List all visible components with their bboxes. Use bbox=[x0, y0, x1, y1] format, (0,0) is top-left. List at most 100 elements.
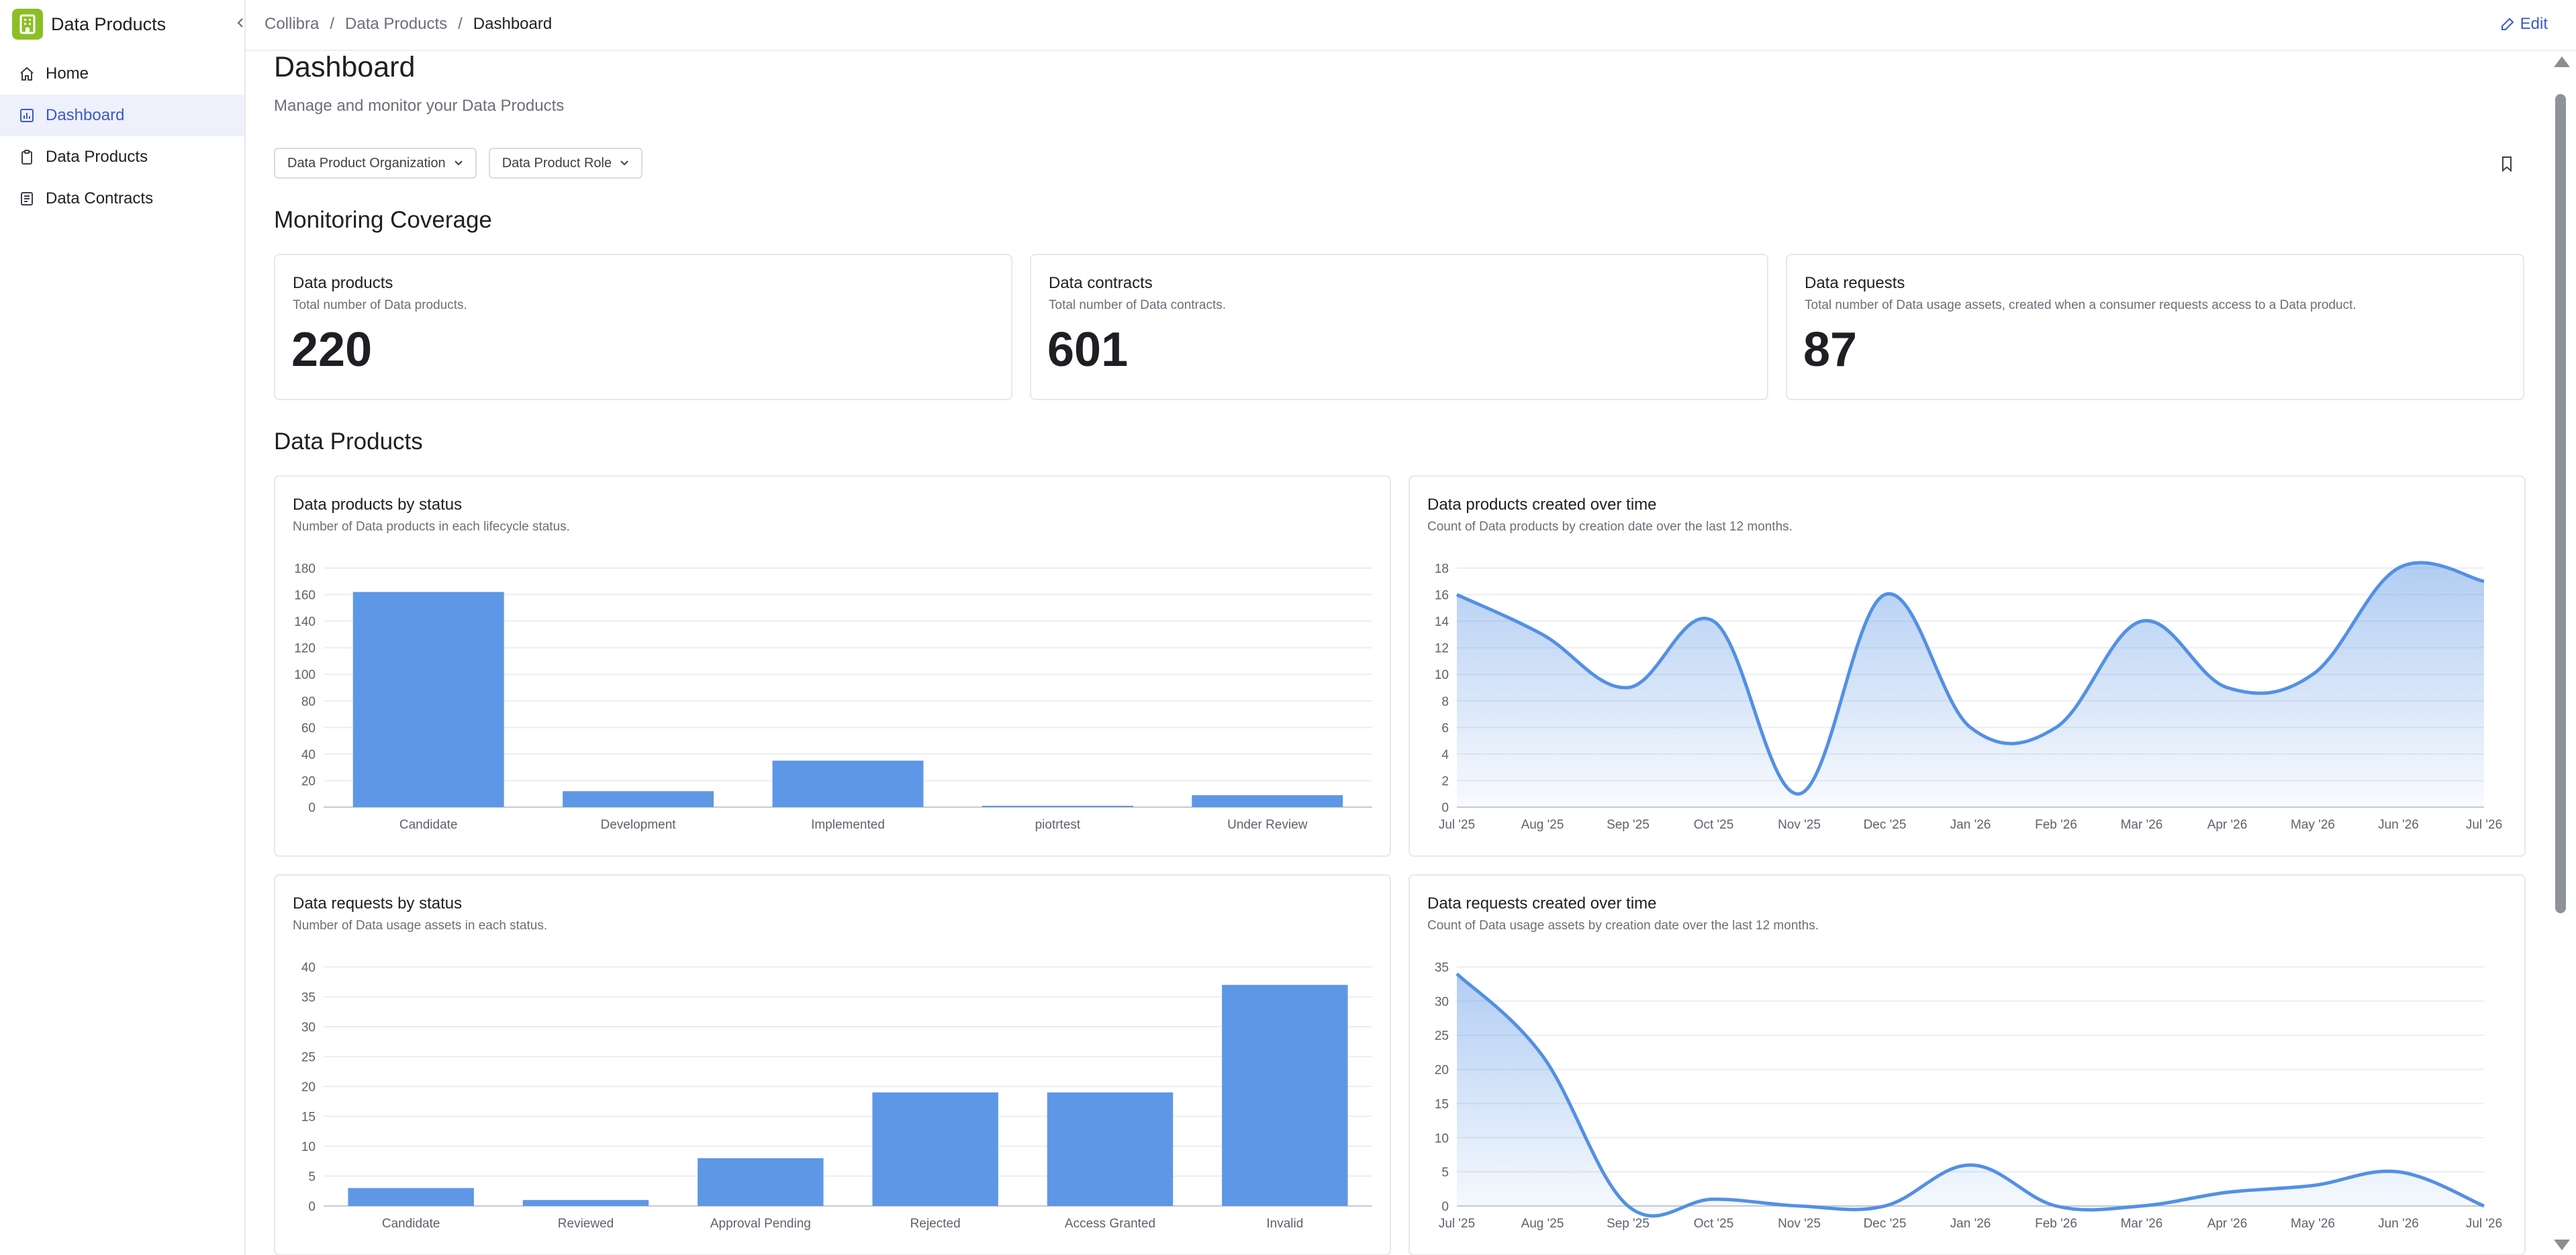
breadcrumb: Collibra / Data Products / Dashboard bbox=[265, 15, 552, 34]
sidebar-item-home[interactable]: Home bbox=[0, 53, 244, 95]
y-tick-label: 15 bbox=[1435, 1097, 1449, 1111]
collapse-sidebar-button[interactable] bbox=[232, 15, 248, 31]
x-tick-label: Approval Pending bbox=[710, 1217, 811, 1231]
x-tick-label: Apr '26 bbox=[2207, 1217, 2248, 1231]
sidebar-item-label: Data Products bbox=[46, 148, 148, 166]
chart-card-requests-by-status: Data requests by status Number of Data u… bbox=[274, 874, 1391, 1255]
x-tick-label: Dec '25 bbox=[1864, 818, 1907, 832]
data-point bbox=[2141, 1205, 2142, 1207]
bookmark-button[interactable] bbox=[2496, 153, 2518, 175]
x-tick-label: Nov '25 bbox=[1778, 1217, 1821, 1231]
kpi-title: Data requests bbox=[1805, 274, 1905, 292]
x-tick-label: piotrtest bbox=[1035, 818, 1081, 832]
kpi-description: Total number of Data contracts. bbox=[1049, 298, 1227, 312]
y-tick-label: 8 bbox=[1441, 695, 1449, 709]
y-tick-label: 4 bbox=[1441, 748, 1449, 762]
y-tick-label: 6 bbox=[1441, 721, 1449, 735]
chart-card-products-over-time: Data products created over time Count of… bbox=[1409, 475, 2526, 857]
edit-button[interactable]: Edit bbox=[2500, 15, 2548, 34]
y-tick-label: 20 bbox=[301, 774, 316, 788]
y-tick-label: 5 bbox=[1441, 1166, 1449, 1180]
y-tick-label: 80 bbox=[301, 695, 316, 709]
topbar: Collibra / Data Products / Dashboard Edi… bbox=[246, 0, 2576, 51]
area-fill bbox=[1457, 563, 2484, 807]
data-point bbox=[1713, 1199, 1715, 1200]
y-tick-label: 160 bbox=[294, 589, 316, 603]
chart-card-products-by-status: Data products by status Number of Data p… bbox=[274, 475, 1391, 857]
home-icon bbox=[17, 64, 36, 83]
sidebar-item-data-products[interactable]: Data Products bbox=[0, 136, 244, 178]
chart-svg: 0 2 4 6 8 10 12 14 16 18 Jul '25 Aug '25 Sep '25 Oct … bbox=[1435, 561, 2502, 832]
sidebar-item-label: Dashboard bbox=[46, 106, 125, 124]
x-tick-label: Invalid bbox=[1266, 1217, 1303, 1231]
bar bbox=[872, 1092, 998, 1206]
data-point bbox=[2141, 620, 2142, 622]
x-tick-label: Implemented bbox=[811, 818, 885, 832]
scroll-thumb[interactable] bbox=[2555, 94, 2566, 913]
pencil-icon bbox=[2501, 17, 2514, 30]
x-tick-label: Aug '25 bbox=[1521, 818, 1564, 832]
y-tick-label: 25 bbox=[1435, 1029, 1449, 1043]
sidebar-item-dashboard[interactable]: Dashboard bbox=[0, 95, 244, 136]
y-tick-label: 180 bbox=[294, 562, 316, 576]
x-tick-label: Candidate bbox=[382, 1217, 440, 1231]
x-tick-label: Feb '26 bbox=[2035, 1217, 2077, 1231]
scroll-down-arrow-icon[interactable] bbox=[2554, 1240, 2570, 1250]
x-tick-label: Jul '25 bbox=[1439, 1217, 1475, 1231]
x-tick-label: Jul '26 bbox=[2466, 818, 2502, 832]
y-tick-label: 100 bbox=[294, 668, 316, 682]
building-icon bbox=[12, 9, 43, 40]
filter-label: Data Product Role bbox=[502, 155, 612, 171]
main-content: Dashboard Manage and monitor your Data P… bbox=[246, 51, 2542, 1255]
x-tick-label: Under Review bbox=[1227, 818, 1308, 832]
kpi-card-data-contracts[interactable]: Data contracts Total number of Data cont… bbox=[1030, 254, 1768, 400]
page-title: Dashboard bbox=[274, 51, 416, 83]
kpi-card-data-products[interactable]: Data products Total number of Data produ… bbox=[274, 254, 1012, 400]
y-tick-label: 0 bbox=[1441, 1200, 1449, 1214]
y-tick-label: 20 bbox=[301, 1080, 316, 1095]
y-tick-label: 120 bbox=[294, 642, 316, 656]
x-tick-label: Sep '25 bbox=[1607, 1217, 1650, 1231]
chart-title: Data requests by status bbox=[293, 894, 463, 913]
filter-role-dropdown[interactable]: Data Product Role bbox=[488, 148, 643, 179]
x-tick-label: Access Granted bbox=[1065, 1217, 1155, 1231]
scroll-up-arrow-icon[interactable] bbox=[2554, 56, 2570, 67]
y-tick-label: 35 bbox=[1435, 961, 1449, 975]
data-point bbox=[1713, 620, 1715, 622]
data-point bbox=[1885, 1205, 1886, 1207]
kpi-card-data-requests[interactable]: Data requests Total number of Data usage… bbox=[1786, 254, 2524, 400]
bar bbox=[352, 592, 504, 807]
data-point bbox=[1456, 594, 1458, 596]
breadcrumb-item-data-products[interactable]: Data Products bbox=[345, 15, 448, 33]
kpi-value: 87 bbox=[1803, 323, 1858, 377]
y-tick-label: 15 bbox=[301, 1111, 316, 1125]
x-tick-label: Jul '25 bbox=[1439, 818, 1475, 832]
x-tick-label: Jun '26 bbox=[2378, 818, 2419, 832]
data-point bbox=[1799, 793, 1800, 794]
data-point bbox=[1542, 1055, 1543, 1056]
bar bbox=[772, 760, 924, 807]
x-tick-label: Jan '26 bbox=[1950, 818, 1991, 832]
sidebar-item-label: Home bbox=[46, 64, 89, 83]
kpi-description: Total number of Data products. bbox=[293, 298, 467, 312]
series-line bbox=[1456, 561, 2485, 796]
data-products-section-title: Data Products bbox=[274, 428, 423, 455]
sidebar-item-data-contracts[interactable]: Data Contracts bbox=[0, 178, 244, 220]
chart-subtitle: Number of Data usage assets in each stat… bbox=[293, 919, 548, 933]
data-point bbox=[2483, 1205, 2485, 1207]
y-tick-label: 35 bbox=[301, 991, 316, 1005]
filter-organization-dropdown[interactable]: Data Product Organization bbox=[274, 148, 477, 179]
y-tick-label: 16 bbox=[1435, 589, 1449, 603]
breadcrumb-current: Dashboard bbox=[473, 15, 553, 33]
kpi-description: Total number of Data usage assets, creat… bbox=[1805, 298, 2356, 312]
x-tick-label: Dec '25 bbox=[1864, 1217, 1907, 1231]
breadcrumb-item-collibra[interactable]: Collibra bbox=[265, 15, 320, 33]
area-fill bbox=[1457, 974, 2484, 1216]
data-point bbox=[1970, 727, 1971, 728]
vertical-scrollbar[interactable] bbox=[2551, 51, 2571, 1255]
app-title: Data Products bbox=[51, 13, 166, 34]
data-point bbox=[2398, 567, 2399, 569]
breadcrumb-separator: / bbox=[330, 15, 335, 33]
y-tick-label: 5 bbox=[308, 1170, 316, 1184]
brand[interactable]: Data Products bbox=[12, 8, 166, 40]
